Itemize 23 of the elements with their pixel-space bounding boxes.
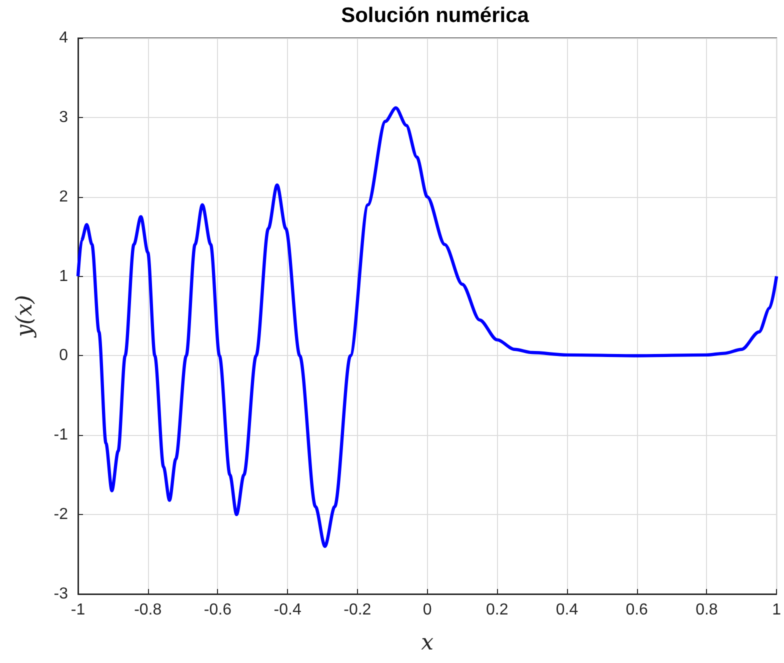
x-tick-label: -0.6 [204,602,232,618]
x-tick-label: -0.2 [344,602,372,618]
y-tick-label: 4 [59,30,68,46]
y-axis-title: y(x) [12,294,38,338]
y-tick-label: 0 [59,347,68,364]
x-tick-label: 0.8 [696,602,718,618]
y-tick-label: -3 [54,586,68,602]
line-series [76,106,778,548]
chart-title: Solución numérica [341,4,530,27]
y-tick-label: 1 [59,268,68,285]
x-tick-label: 0.6 [626,602,648,618]
x-tick-label: 0.4 [556,602,578,618]
x-tick-label: 0.2 [486,602,508,618]
y-tick-label: 3 [59,108,68,126]
x-tick-label: -0.4 [274,602,302,618]
x-tick-label: 0 [422,602,432,618]
x-tick-label: -0.8 [134,602,162,618]
y-tick-label: 2 [59,188,68,206]
x-tick-label: 1 [772,602,782,618]
x-axis-title: x [421,630,434,656]
y-tick-label: -1 [54,426,68,444]
y-tick-label: -2 [54,506,68,524]
x-tick-label: -1 [70,602,86,618]
